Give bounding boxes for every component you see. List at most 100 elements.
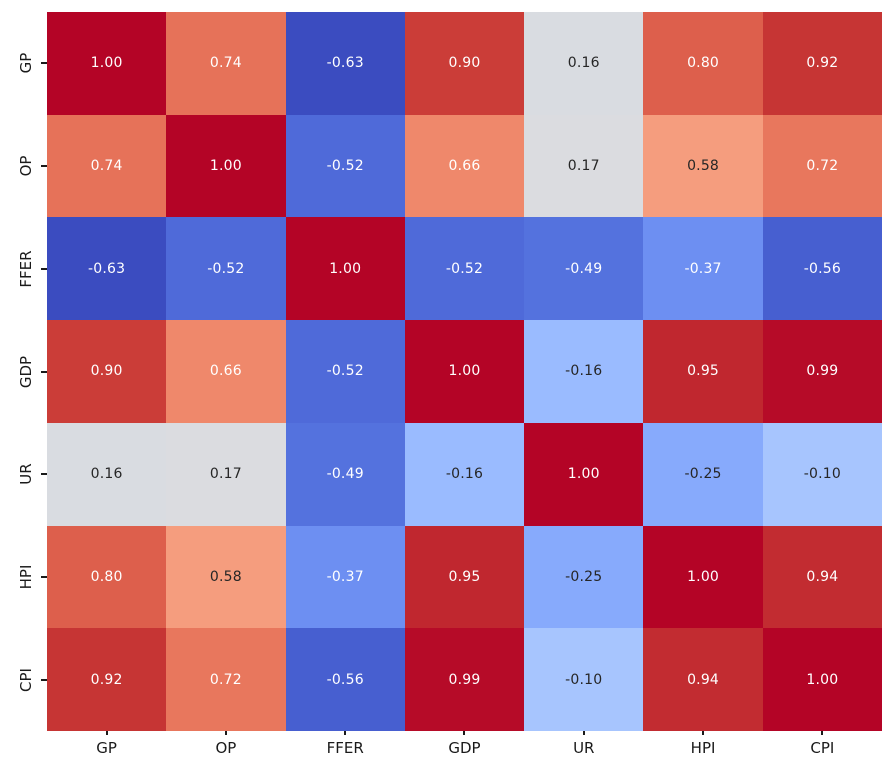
heatmap-cell-CPI-FFER: -0.56 bbox=[285, 628, 405, 731]
y-axis-row-CPI: CPI bbox=[0, 628, 47, 731]
heatmap-cell-HPI-FFER: -0.37 bbox=[285, 525, 405, 629]
heatmap-cell-CPI-HPI: 0.94 bbox=[643, 628, 763, 731]
heatmap-cell-HPI-OP: 0.58 bbox=[166, 525, 286, 629]
cell-value: 0.90 bbox=[448, 55, 481, 72]
x-tick-mark bbox=[582, 731, 585, 735]
heatmap-cell-OP-CPI: 0.72 bbox=[762, 114, 882, 218]
x-axis-col-GP: GP bbox=[47, 731, 166, 762]
x-axis: GP OP FFER GDP UR HPI CPI bbox=[47, 731, 882, 762]
heatmap-cell-UR-GDP: -0.16 bbox=[404, 422, 525, 526]
cell-value: 0.92 bbox=[806, 55, 839, 72]
y-tick-label: OP bbox=[17, 155, 35, 177]
cell-value: 0.80 bbox=[90, 568, 123, 585]
y-axis-row-OP: OP bbox=[0, 115, 47, 218]
heatmap-cell-GP-GDP: 0.90 bbox=[404, 12, 525, 115]
x-tick-label: UR bbox=[573, 738, 595, 757]
cell-value: 1.00 bbox=[687, 568, 720, 585]
heatmap-cell-OP-UR: 0.17 bbox=[524, 114, 644, 218]
heatmap-cell-FFER-GP: -0.63 bbox=[47, 217, 167, 321]
cell-value: -0.63 bbox=[326, 55, 364, 72]
cell-value: -0.49 bbox=[326, 466, 364, 483]
heatmap-cell-UR-UR: 1.00 bbox=[524, 422, 644, 526]
cell-value: -0.16 bbox=[565, 363, 603, 380]
heatmap-cell-GDP-OP: 0.66 bbox=[166, 320, 286, 423]
heatmap-cell-OP-HPI: 0.58 bbox=[643, 114, 763, 218]
x-axis-col-UR: UR bbox=[524, 731, 643, 762]
heatmap-cell-OP-GP: 0.74 bbox=[47, 114, 167, 218]
cell-value: -0.63 bbox=[88, 260, 126, 277]
y-tick-mark bbox=[41, 473, 47, 476]
y-axis-row-UR: UR bbox=[0, 423, 47, 526]
heatmap-cell-HPI-CPI: 0.94 bbox=[762, 525, 882, 629]
cell-value: 0.72 bbox=[209, 671, 242, 688]
heatmap-cell-GDP-CPI: 0.99 bbox=[762, 320, 882, 423]
cell-value: 0.95 bbox=[687, 363, 720, 380]
heatmap-cell-UR-GP: 0.16 bbox=[47, 422, 167, 526]
cell-value: 0.16 bbox=[567, 55, 600, 72]
heatmap-cell-FFER-GDP: -0.52 bbox=[404, 217, 525, 321]
y-axis-row-GP: GP bbox=[0, 12, 47, 115]
heatmap-cell-GDP-FFER: -0.52 bbox=[285, 320, 405, 423]
cell-value: -0.37 bbox=[326, 568, 364, 585]
y-tick-mark bbox=[41, 370, 47, 373]
x-tick-label: GP bbox=[96, 738, 117, 757]
heatmap-cell-HPI-GP: 0.80 bbox=[47, 525, 167, 629]
cell-value: 0.94 bbox=[806, 568, 839, 585]
x-axis-col-OP: OP bbox=[166, 731, 285, 762]
y-tick-label: HPI bbox=[17, 564, 35, 590]
cell-value: 0.17 bbox=[209, 466, 242, 483]
cell-value: 1.00 bbox=[209, 158, 242, 175]
y-tick-mark bbox=[41, 678, 47, 681]
heatmap-cell-OP-GDP: 0.66 bbox=[404, 114, 525, 218]
heatmap-cell-UR-OP: 0.17 bbox=[166, 422, 286, 526]
heatmap-cell-GDP-GP: 0.90 bbox=[47, 320, 167, 423]
cell-value: -0.56 bbox=[326, 671, 364, 688]
heatmap-cell-GDP-GDP: 1.00 bbox=[404, 320, 525, 423]
cell-value: 0.74 bbox=[90, 158, 123, 175]
cell-value: 1.00 bbox=[448, 363, 481, 380]
y-axis-row-FFER: FFER bbox=[0, 217, 47, 320]
x-tick-mark bbox=[344, 731, 347, 735]
heatmap-cell-GDP-HPI: 0.95 bbox=[643, 320, 763, 423]
x-tick-label: HPI bbox=[690, 738, 716, 757]
cell-value: 0.66 bbox=[209, 363, 242, 380]
cell-value: -0.49 bbox=[565, 260, 603, 277]
cell-value: -0.25 bbox=[565, 568, 603, 585]
heatmap-grid: 1.00 0.74 -0.63 0.90 0.16 0.80 0.92 0.74 1.00 -0.… bbox=[47, 12, 882, 731]
cell-value: 0.90 bbox=[90, 363, 123, 380]
y-tick-label: GP bbox=[17, 53, 35, 74]
heatmap-cell-OP-OP: 1.00 bbox=[166, 114, 286, 218]
y-axis: GP OP FFER GDP UR HPI CPI bbox=[0, 12, 47, 731]
heatmap-cell-HPI-GDP: 0.95 bbox=[404, 525, 525, 629]
heatmap-cell-CPI-GDP: 0.99 bbox=[404, 628, 525, 731]
cell-value: 0.72 bbox=[806, 158, 839, 175]
x-axis-col-GDP: GDP bbox=[405, 731, 524, 762]
x-tick-mark bbox=[463, 731, 466, 735]
x-tick-mark bbox=[702, 731, 705, 735]
cell-value: 0.17 bbox=[567, 158, 600, 175]
cell-value: 0.99 bbox=[448, 671, 481, 688]
cell-value: 0.94 bbox=[687, 671, 720, 688]
y-tick-label: GDP bbox=[17, 355, 35, 388]
x-axis-col-CPI: CPI bbox=[763, 731, 882, 762]
heatmap-cell-GP-UR: 0.16 bbox=[524, 12, 644, 115]
cell-value: 1.00 bbox=[90, 55, 123, 72]
heatmap-cell-FFER-HPI: -0.37 bbox=[643, 217, 763, 321]
heatmap-cell-FFER-UR: -0.49 bbox=[524, 217, 644, 321]
cell-value: -0.52 bbox=[445, 260, 484, 277]
cell-value: 0.74 bbox=[209, 55, 242, 72]
cell-value: 0.95 bbox=[448, 568, 481, 585]
cell-value: -0.10 bbox=[565, 671, 603, 688]
heatmap-cell-UR-CPI: -0.10 bbox=[762, 422, 882, 526]
x-tick-mark bbox=[821, 731, 824, 735]
heatmap-cell-GDP-UR: -0.16 bbox=[524, 320, 644, 423]
y-tick-label: UR bbox=[17, 463, 35, 485]
heatmap-cell-HPI-HPI: 1.00 bbox=[643, 525, 763, 629]
cell-value: 0.66 bbox=[448, 158, 481, 175]
y-tick-label: CPI bbox=[17, 667, 35, 692]
cell-value: 1.00 bbox=[329, 260, 362, 277]
heatmap-cell-UR-FFER: -0.49 bbox=[285, 422, 405, 526]
cell-value: -0.37 bbox=[684, 260, 722, 277]
heatmap-cell-CPI-UR: -0.10 bbox=[524, 628, 644, 731]
